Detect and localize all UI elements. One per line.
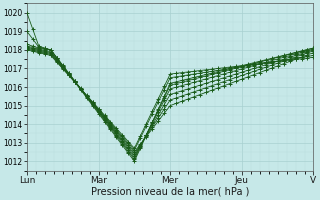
X-axis label: Pression niveau de la mer( hPa ): Pression niveau de la mer( hPa ) — [91, 187, 249, 197]
